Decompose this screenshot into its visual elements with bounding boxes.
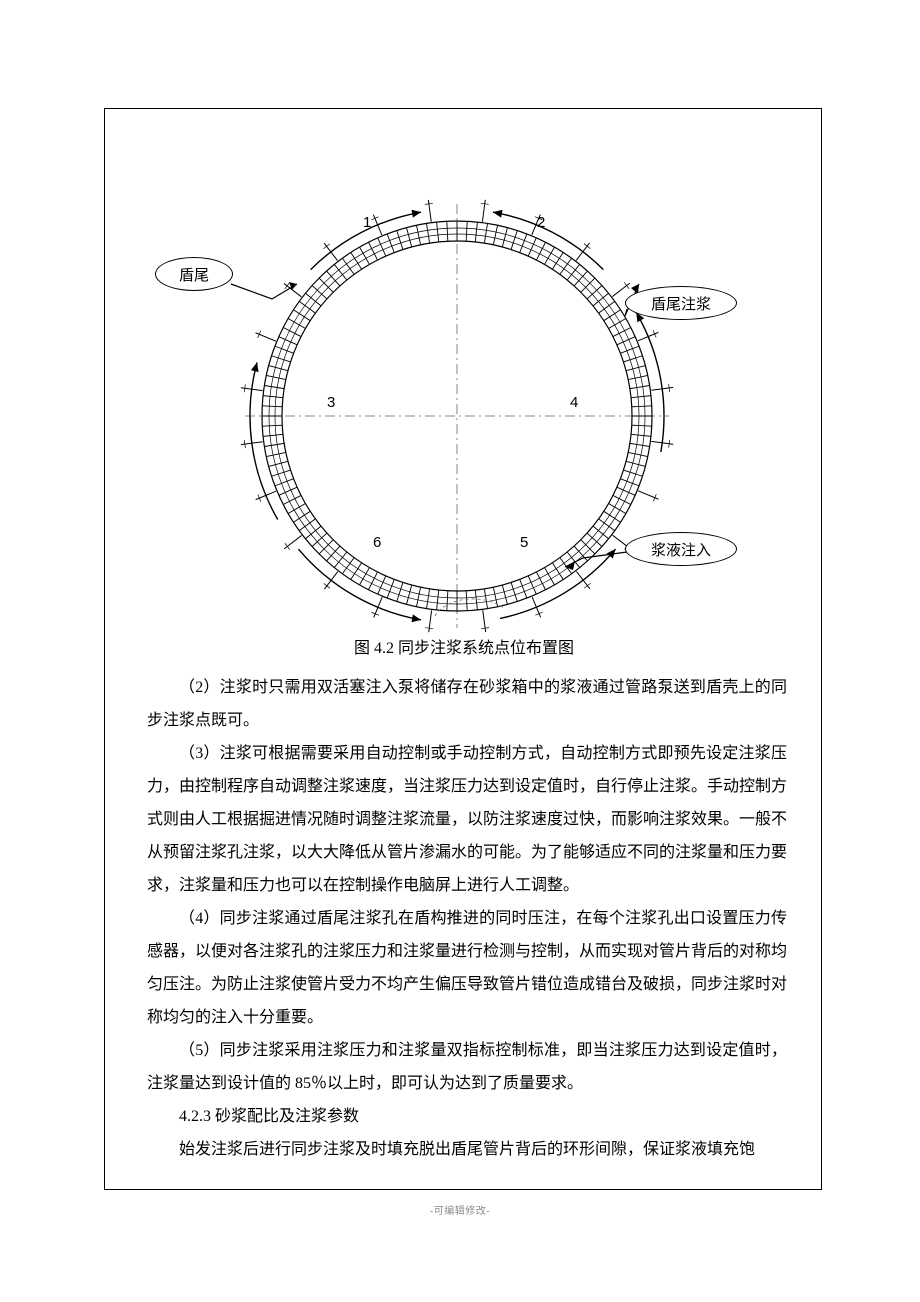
diagram-svg bbox=[105, 154, 823, 654]
paragraph-4: （4）同步注浆通过盾尾注浆孔在盾构推进的同时压注，在每个注浆孔出口设置压力传感器… bbox=[147, 902, 787, 1034]
page-frame: 盾尾 盾尾注浆 浆液注入 1 2 3 4 5 6 图 4.2 同步注浆系统点位布… bbox=[104, 108, 822, 1190]
point-label-5: 5 bbox=[520, 534, 528, 551]
paragraph-intro: 始发注浆后进行同步注浆及时填充脱出盾尾管片背后的环形间隙，保证浆液填充饱 bbox=[147, 1133, 787, 1166]
callout-shield-tail: 盾尾 bbox=[155, 257, 233, 291]
figure-caption: 图 4.2 同步注浆系统点位布置图 bbox=[105, 634, 823, 658]
callout-label: 盾尾注浆 bbox=[651, 293, 711, 314]
point-label-4: 4 bbox=[570, 394, 578, 411]
grouting-diagram: 盾尾 盾尾注浆 浆液注入 1 2 3 4 5 6 bbox=[105, 154, 823, 654]
body-text: （2）注浆时只需用双活塞注入泵将储存在砂浆箱中的浆液通过管路泵送到盾壳上的同步注… bbox=[147, 671, 787, 1166]
point-label-1: 1 bbox=[363, 214, 371, 231]
paragraph-2: （2）注浆时只需用双活塞注入泵将储存在砂浆箱中的浆液通过管路泵送到盾壳上的同步注… bbox=[147, 671, 787, 737]
callout-label: 浆液注入 bbox=[651, 539, 711, 560]
point-label-6: 6 bbox=[373, 534, 381, 551]
callout-slurry-inject: 浆液注入 bbox=[625, 532, 737, 566]
paragraph-5: （5）同步注浆采用注浆压力和注浆量双指标控制标准，即当注浆压力达到设定值时，注浆… bbox=[147, 1034, 787, 1100]
section-heading-423: 4.2.3 砂浆配比及注浆参数 bbox=[147, 1100, 787, 1133]
callout-shield-tail-grout: 盾尾注浆 bbox=[625, 286, 737, 320]
point-label-2: 2 bbox=[537, 214, 545, 231]
callout-label: 盾尾 bbox=[179, 264, 209, 285]
paragraph-3: （3）注浆可根据需要采用自动控制或手动控制方式，自动控制方式即预先设定注浆压力，… bbox=[147, 737, 787, 902]
page-footer: -可编辑修改- bbox=[0, 1202, 920, 1217]
point-label-3: 3 bbox=[327, 394, 335, 411]
